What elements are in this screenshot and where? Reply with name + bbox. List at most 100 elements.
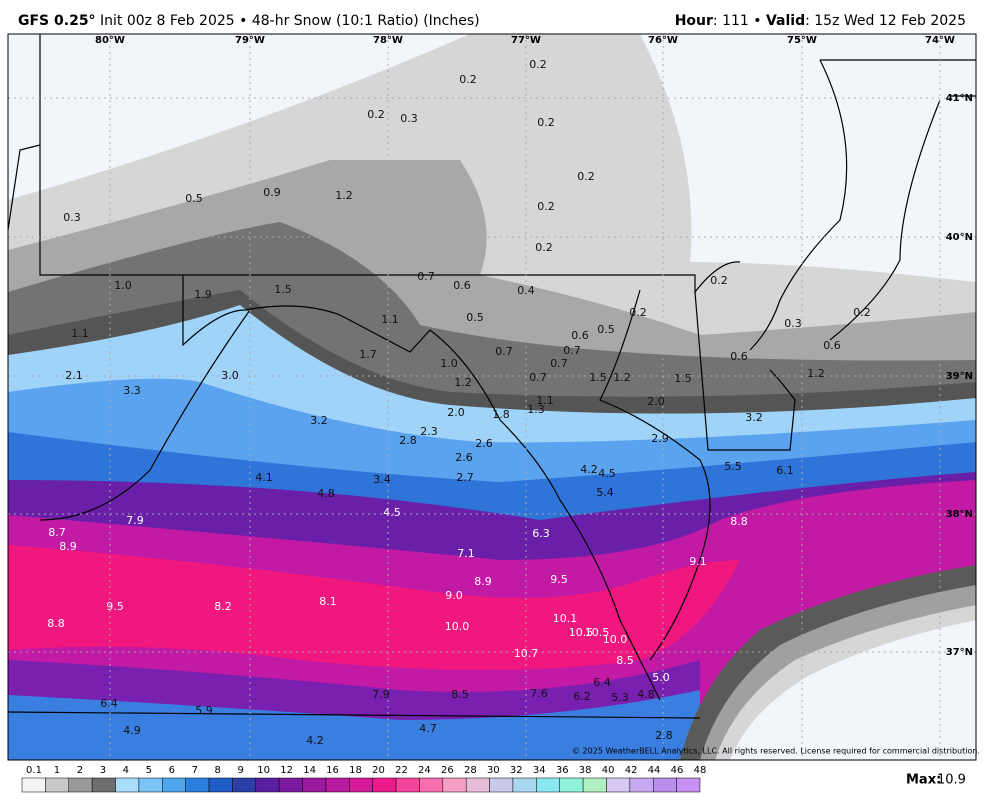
description: Init 00z 8 Feb 2025 • 48-hr Snow (10:1 R… xyxy=(100,13,480,29)
point-value: 6.1 xyxy=(776,464,794,477)
point-value: 6.4 xyxy=(100,697,118,710)
point-value: 5.3 xyxy=(611,691,629,704)
colorbar-tick-label: 1 xyxy=(54,765,60,776)
colorbar-swatch xyxy=(91,777,116,793)
point-value: 0.2 xyxy=(853,306,871,319)
point-value: 3.0 xyxy=(221,369,239,382)
colorbar-tick-label: 32 xyxy=(510,765,523,776)
colorbar-tick-label: 40 xyxy=(602,765,615,776)
point-value: 1.2 xyxy=(613,371,631,384)
point-value: 0.2 xyxy=(459,73,477,86)
point-value: 4.2 xyxy=(580,463,598,476)
point-value: 4.8 xyxy=(637,688,655,701)
point-value: 8.5 xyxy=(451,688,469,701)
model: GFS 0.25° xyxy=(18,13,96,29)
point-value: 2.7 xyxy=(456,471,474,484)
map-field xyxy=(8,34,976,760)
longitude-label: 74°W xyxy=(925,35,955,46)
colorbar-swatch xyxy=(21,777,46,793)
colorbar-swatch xyxy=(208,777,233,793)
point-value: 1.0 xyxy=(114,279,132,292)
colorbar-tick-label: 48 xyxy=(694,765,707,776)
point-value: 0.2 xyxy=(367,108,385,121)
point-value: 0.5 xyxy=(185,192,203,205)
colorbar-swatch xyxy=(395,777,420,793)
colorbar-tick-label: 30 xyxy=(487,765,500,776)
point-value: 1.5 xyxy=(274,283,292,296)
point-value: 1.1 xyxy=(71,327,89,340)
point-value: 10.5 xyxy=(585,626,610,639)
point-value: 3.3 xyxy=(123,384,141,397)
point-value: 0.6 xyxy=(730,350,748,363)
point-value: 5.9 xyxy=(195,704,213,717)
point-value: 0.2 xyxy=(537,116,555,129)
colorbar-swatch xyxy=(325,777,350,793)
point-value: 1.5 xyxy=(674,372,692,385)
colorbar-swatch xyxy=(162,777,186,793)
latitude-label: 41°N xyxy=(946,93,973,104)
colorbar-tick-label: 24 xyxy=(418,765,431,776)
longitude-label: 77°W xyxy=(511,35,541,46)
colorbar-swatch xyxy=(419,777,444,793)
colorbar-tick-label: 9 xyxy=(238,765,244,776)
point-value: 1.9 xyxy=(194,288,212,301)
colorbar-swatch xyxy=(676,777,701,793)
colorbar-tick-label: 42 xyxy=(625,765,638,776)
point-value: 9.0 xyxy=(445,589,463,602)
point-value: 0.2 xyxy=(629,306,647,319)
point-value: 1.2 xyxy=(335,189,353,202)
point-value: 0.7 xyxy=(495,345,513,358)
copyright: © 2025 WeatherBELL Analytics, LLC. All r… xyxy=(572,747,980,756)
colorbar-swatch xyxy=(536,777,560,793)
valid-label: Valid xyxy=(766,13,805,29)
longitude-label: 75°W xyxy=(787,35,817,46)
point-value: 0.6 xyxy=(571,329,589,342)
point-value: 8.2 xyxy=(214,600,232,613)
colorbar-swatch xyxy=(138,777,163,793)
point-value: 2.0 xyxy=(447,406,465,419)
point-value: 0.5 xyxy=(597,323,615,336)
point-value: 0.2 xyxy=(710,274,728,287)
colorbar-swatch xyxy=(302,777,327,793)
colorbar-swatch xyxy=(512,777,537,793)
point-value: 4.5 xyxy=(598,467,616,480)
point-value: 1.0 xyxy=(440,357,458,370)
max-label: Max: xyxy=(906,773,941,788)
colorbar-tick-label: 8 xyxy=(215,765,221,776)
colorbar-tick-label: 10 xyxy=(257,765,270,776)
colorbar-tick-label: 12 xyxy=(280,765,293,776)
colorbar-tick-label: 5 xyxy=(146,765,152,776)
colorbar-tick-label: 18 xyxy=(349,765,362,776)
point-value: 5.0 xyxy=(652,671,670,684)
point-value: 10.5 xyxy=(569,626,594,639)
max-value: 10.9 xyxy=(937,773,966,788)
point-value: 0.3 xyxy=(63,211,81,224)
point-value: 0.3 xyxy=(400,112,418,125)
colorbar-tick-label: 0.1 xyxy=(26,765,42,776)
longitude-label: 78°W xyxy=(373,35,403,46)
colorbar-tick-label: 36 xyxy=(556,765,569,776)
point-value: 2.9 xyxy=(651,432,669,445)
latitude-label: 39°N xyxy=(946,371,973,382)
longitude-label: 79°W xyxy=(235,35,265,46)
colorbar-tick-label: 4 xyxy=(123,765,129,776)
point-value: 8.1 xyxy=(319,595,337,608)
point-value: 1.2 xyxy=(454,376,472,389)
colorbar-swatch xyxy=(185,777,210,793)
point-value: 7.6 xyxy=(530,687,548,700)
point-value: 10.0 xyxy=(603,633,628,646)
point-value: 8.8 xyxy=(730,515,748,528)
point-value: 8.5 xyxy=(616,654,634,667)
colorbar-swatch xyxy=(559,777,584,793)
colorbar-swatch xyxy=(45,777,70,793)
point-value: 3.2 xyxy=(745,411,763,424)
longitude-label: 80°W xyxy=(95,35,125,46)
point-value: 0.7 xyxy=(550,357,568,370)
colorbar-swatch xyxy=(442,777,467,793)
valid: : 15z Wed 12 Feb 2025 xyxy=(805,13,966,29)
point-value: 0.7 xyxy=(563,344,581,357)
point-value: 0.5 xyxy=(466,311,484,324)
point-value: 1.2 xyxy=(807,367,825,380)
colorbar-swatch xyxy=(372,777,397,793)
